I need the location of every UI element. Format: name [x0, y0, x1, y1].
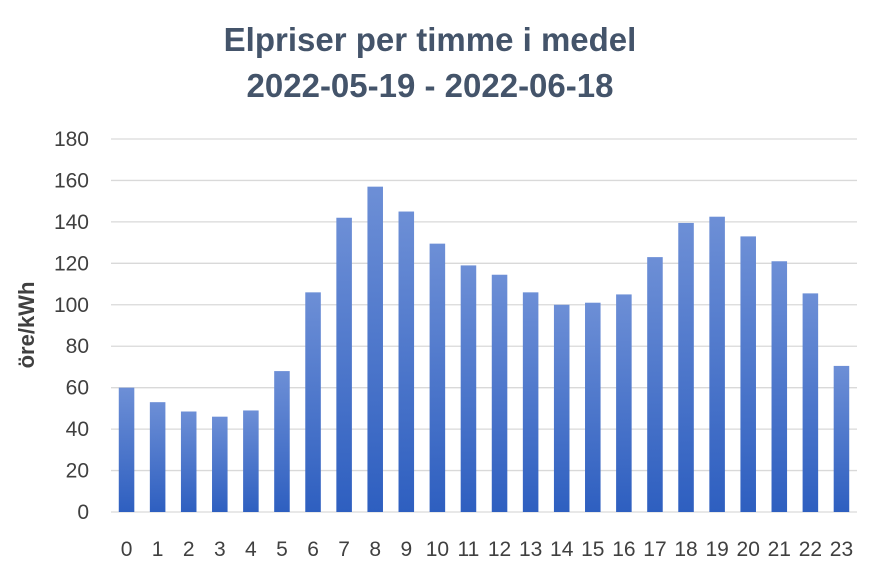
x-tick-label: 11 — [458, 538, 480, 561]
bar-hour-15 — [585, 302, 601, 512]
bar-hour-4 — [243, 410, 259, 512]
bar-hour-10 — [429, 243, 446, 512]
x-tick-label: 13 — [519, 538, 542, 561]
chart-title-line-1: Elpriser per timme i medel — [223, 21, 637, 58]
x-tick-label: 23 — [830, 538, 853, 561]
bar-hour-20 — [740, 236, 756, 512]
bar-hour-14 — [553, 304, 570, 512]
bar-hour-19 — [709, 216, 725, 513]
y-tick-label: 120 — [54, 252, 89, 275]
bar-hour-21 — [771, 261, 788, 512]
bar-hour-23 — [833, 365, 850, 512]
y-tick-label: 160 — [54, 169, 89, 192]
bar-hour-2 — [180, 411, 197, 512]
y-tick-label: 180 — [54, 128, 89, 151]
x-tick-label: 10 — [426, 538, 449, 561]
x-tick-label: 18 — [674, 538, 697, 561]
bars — [118, 186, 850, 513]
y-tick-label: 140 — [54, 211, 89, 234]
bar-hour-6 — [305, 292, 321, 512]
x-tick-label: 15 — [581, 538, 604, 561]
x-tick-label: 1 — [152, 538, 164, 561]
bar-hour-0 — [118, 387, 135, 512]
x-tick-label: 5 — [276, 538, 288, 561]
y-tick-label: 60 — [66, 377, 89, 400]
x-tick-label: 19 — [705, 538, 728, 561]
y-axis-ticks: 0 20 40 60 80 100 120 140 160 180 — [54, 128, 89, 524]
bar-hour-11 — [460, 265, 477, 512]
x-tick-label: 2 — [183, 538, 195, 561]
bar-hour-16 — [616, 294, 632, 512]
y-tick-label: 40 — [66, 418, 89, 441]
bar-hour-1 — [149, 402, 166, 512]
x-tick-label: 21 — [768, 538, 791, 561]
chart-title-line-2: 2022-05-19 - 2022-06-18 — [246, 67, 614, 104]
x-tick-label: 17 — [643, 538, 666, 561]
x-tick-label: 0 — [121, 538, 133, 561]
x-tick-label: 12 — [488, 538, 511, 561]
bar-hour-9 — [398, 211, 415, 512]
x-axis-ticks: 0 1 2 3 4 5 6 7 8 9 10 11 12 13 14 15 16 17 18 19 20 21 22 23 — [121, 538, 853, 561]
bar-hour-8 — [367, 186, 383, 512]
bar-hour-13 — [522, 292, 539, 512]
y-tick-label: 20 — [66, 460, 89, 483]
gridlines — [111, 138, 857, 513]
y-tick-label: 0 — [77, 501, 89, 524]
x-tick-label: 22 — [799, 538, 822, 561]
x-tick-label: 3 — [214, 538, 226, 561]
bar-hour-17 — [647, 257, 663, 512]
bar-hour-5 — [274, 371, 290, 512]
x-tick-label: 7 — [338, 538, 350, 561]
y-tick-label: 100 — [54, 294, 89, 317]
y-tick-label: 80 — [66, 335, 89, 358]
bar-hour-3 — [212, 416, 228, 512]
x-tick-label: 16 — [612, 538, 635, 561]
bar-hour-22 — [802, 293, 819, 512]
x-tick-label: 9 — [400, 538, 412, 561]
x-tick-label: 14 — [550, 538, 574, 561]
x-tick-label: 4 — [245, 538, 257, 561]
x-tick-label: 8 — [369, 538, 381, 561]
bar-hour-18 — [678, 222, 694, 513]
x-tick-label: 6 — [307, 538, 319, 561]
x-tick-label: 20 — [737, 538, 760, 561]
bar-hour-7 — [336, 217, 352, 512]
bar-hour-12 — [491, 274, 508, 512]
